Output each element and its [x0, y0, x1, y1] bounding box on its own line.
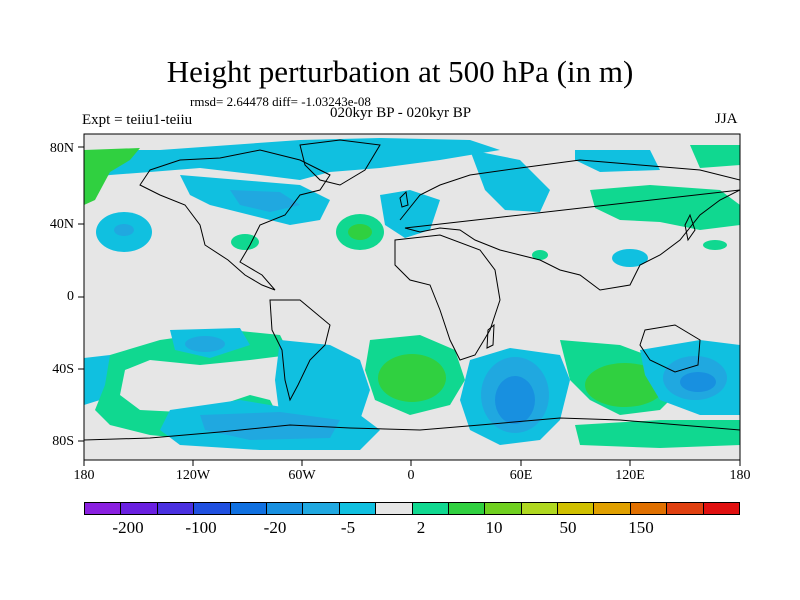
anomaly-blob	[275, 340, 370, 430]
anomaly-fields	[84, 138, 740, 450]
anomaly-blob	[575, 150, 660, 172]
rmsd-stats: rmsd= 2.64478 diff= -1.03243e-08	[190, 94, 371, 109]
colorbar-swatch	[121, 503, 158, 514]
colorbar-swatch	[339, 503, 377, 514]
coastline-greenland	[299, 139, 381, 186]
colorbar-swatch	[667, 503, 704, 514]
colorbar-swatch	[194, 503, 231, 514]
anomaly-blob	[680, 372, 716, 392]
anomaly-blob	[590, 185, 740, 230]
anomaly-blob	[84, 138, 500, 180]
anomaly-blob	[532, 250, 548, 260]
lon-label: 180	[73, 468, 95, 483]
lat-label: 40S	[52, 362, 74, 377]
anomaly-blob	[612, 249, 648, 267]
colorbar-swatch	[448, 503, 486, 514]
coastline-north-america	[139, 149, 331, 291]
colorbar-label: -100	[185, 518, 217, 537]
season-label: JJA	[715, 111, 738, 127]
coastline-japan	[684, 213, 696, 242]
anomaly-blob	[230, 190, 300, 212]
colorbar-swatch	[485, 503, 522, 514]
coastlines	[84, 139, 740, 441]
colorbar-swatch	[266, 503, 304, 514]
lon-label: 60E	[509, 468, 533, 483]
lat-label: 80N	[49, 141, 74, 156]
colorbar-swatch	[558, 503, 595, 514]
anomaly-blob	[495, 376, 535, 424]
colorbar-label: 10	[485, 518, 503, 537]
lon-label: 180	[729, 468, 751, 483]
colorbar-label: -5	[340, 518, 356, 537]
lat-label: 80S	[52, 434, 74, 449]
colorbar-swatch	[412, 503, 449, 514]
anomaly-blob	[470, 150, 550, 212]
anomaly-blob	[200, 412, 340, 440]
tick-marks	[78, 146, 741, 466]
lon-label: 120W	[175, 468, 211, 483]
coastline-antarctica	[84, 417, 740, 441]
map-title: Height perturbation at 500 hPa (in m)	[166, 54, 634, 89]
lon-label: 120E	[615, 468, 645, 483]
colorbar-swatch	[703, 503, 740, 514]
colorbar-swatch	[230, 503, 267, 514]
coastline-madagascar	[486, 323, 495, 349]
colorbar	[84, 502, 740, 515]
anomaly-blob	[231, 234, 259, 250]
anomaly-blob	[690, 145, 740, 168]
lon-label: 0	[407, 468, 415, 483]
anomaly-blob	[114, 224, 134, 236]
coastline-australia	[639, 324, 701, 373]
anomaly-blob	[84, 355, 115, 405]
anomaly-blob	[378, 354, 446, 402]
colorbar-label: 2	[416, 518, 426, 537]
coastline-britain	[399, 190, 409, 208]
colorbar-label: -200	[112, 518, 144, 537]
coastline-south-america	[269, 299, 331, 402]
colorbar-swatch	[630, 503, 668, 514]
colorbar-label: 150	[628, 518, 654, 537]
colorbar-label: 50	[559, 518, 577, 537]
experiment-label: Expt = teiiu1-teiiu	[82, 112, 193, 128]
coastline-eurasia	[399, 159, 740, 291]
anomaly-blob	[348, 224, 372, 240]
lat-label: 40N	[49, 217, 74, 232]
period-label: 020kyr BP - 020kyr BP	[330, 105, 472, 121]
coastline-africa	[394, 234, 501, 361]
colorbar-swatch	[521, 503, 559, 514]
colorbar-swatch	[157, 503, 195, 514]
colorbar-label: -20	[263, 518, 287, 537]
colorbar-swatch	[594, 503, 631, 514]
anomaly-blob	[703, 240, 727, 250]
lon-label: 60W	[288, 468, 316, 483]
colorbar-swatch	[85, 503, 122, 514]
colorbar-swatch	[376, 503, 413, 514]
anomaly-blob	[84, 148, 140, 205]
anomaly-blob	[575, 420, 740, 448]
lat-label: 0	[67, 289, 74, 304]
colorbar-swatch	[303, 503, 340, 514]
anomaly-blob	[185, 336, 225, 352]
